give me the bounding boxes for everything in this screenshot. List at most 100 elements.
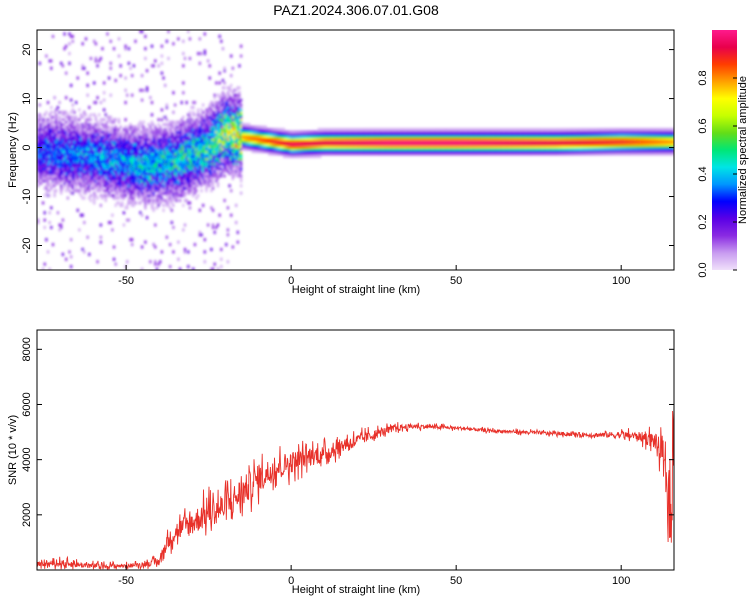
spectrogram-cell <box>230 142 233 146</box>
spectrogram-cell <box>193 101 197 105</box>
spectrogram-cell <box>159 181 162 185</box>
spectrogram-cell <box>38 130 41 134</box>
spectrogram-cell <box>84 176 88 180</box>
spectrogram-cell <box>137 159 140 163</box>
spectrogram-cell <box>114 127 117 132</box>
spectrogram-cell <box>266 147 269 151</box>
spectrogram-cell <box>299 145 302 149</box>
spectrogram-cell <box>134 150 137 154</box>
spectrogram-cell <box>233 157 236 161</box>
spectrogram-cell <box>103 108 106 112</box>
spectrogram-cell <box>190 164 193 168</box>
spectrogram-cell <box>88 105 91 109</box>
spectrogram-cell <box>63 135 66 139</box>
spectrogram-cell <box>78 108 81 112</box>
spectrogram-cell <box>145 186 149 190</box>
spectrogram-cell <box>218 145 221 149</box>
spectrogram-cell <box>223 115 226 119</box>
spectrogram-cell <box>183 150 187 154</box>
spectrogram-cell <box>190 159 193 163</box>
spectrogram-cell <box>132 181 135 185</box>
spectrogram-cell <box>139 152 142 156</box>
spectrogram-cell <box>329 152 332 156</box>
spectrogram-cell <box>111 145 114 149</box>
spectrogram-cell <box>314 135 317 139</box>
spectrogram-cell <box>106 120 109 124</box>
spectrogram-cell <box>70 147 73 151</box>
spectrogram-cell <box>157 198 160 203</box>
spectrogram-cell <box>202 127 205 132</box>
spectrogram-cell <box>218 164 221 168</box>
spectrogram-cell <box>96 140 99 144</box>
spectrogram-cell <box>296 145 299 149</box>
spectrogram-cell <box>215 140 218 144</box>
spectrogram-cell <box>315 152 319 156</box>
spectrogram-cell <box>197 176 200 180</box>
spectrogram-cell <box>53 194 56 198</box>
spectrogram-cell <box>41 267 45 270</box>
spectrogram-cell <box>56 132 60 136</box>
spectrogram-cell <box>173 127 177 132</box>
spectrogram-cell <box>76 174 79 178</box>
spectrogram-cell <box>79 130 83 134</box>
spectrogram-cell <box>99 181 102 185</box>
spectrogram-cell <box>37 135 40 139</box>
spectrogram-cell <box>167 154 170 158</box>
spectrogram-cell <box>96 120 99 124</box>
spectrogram-cell <box>169 196 172 200</box>
spectrogram-cell <box>225 157 228 161</box>
spectrogram-cell <box>131 140 134 144</box>
spectrogram-cell <box>205 140 208 144</box>
spectrogram-cell <box>134 135 137 139</box>
spectrogram-cell <box>98 167 101 171</box>
spectrogram-cell <box>150 159 154 163</box>
spectrogram-cell <box>101 169 104 173</box>
spectrogram-cell <box>173 152 177 156</box>
spectrogram-cell <box>43 125 46 129</box>
spectrogram-cell <box>228 96 231 100</box>
spectrogram-cell <box>117 120 121 124</box>
spectrogram-cell <box>84 113 88 117</box>
spectrogram-cell <box>268 150 271 154</box>
spectrogram-cell <box>185 159 188 163</box>
spectrogram-cell <box>155 172 159 176</box>
spectrogram-cell <box>84 147 88 151</box>
spectrogram-cell <box>114 191 117 195</box>
spectrogram-cell <box>294 150 297 154</box>
spectrogram-cell <box>89 194 93 198</box>
spectrogram-cell <box>269 130 272 134</box>
spectrogram-cell <box>338 142 342 146</box>
spectrogram-cell <box>206 181 210 185</box>
spectrogram-cell <box>155 162 159 166</box>
spectrogram-cell <box>221 152 225 156</box>
spectrogram-cell <box>160 164 164 168</box>
spectrogram-cell <box>155 130 159 134</box>
spectrogram-cell <box>63 118 66 122</box>
spectrogram-cell <box>145 216 149 220</box>
spectrogram-cell <box>213 113 216 117</box>
spectrogram-cell <box>116 164 119 168</box>
spectrogram-cell <box>208 105 211 109</box>
spectrogram-cell <box>81 162 84 166</box>
spectrogram-cell <box>93 140 96 144</box>
spectrogram-cell <box>210 176 213 180</box>
spectrogram-cell <box>228 86 231 90</box>
spectrogram-cell <box>167 176 170 180</box>
spectrogram-cell <box>264 142 267 146</box>
spectrogram-cell <box>160 196 164 200</box>
spectrogram-cell <box>58 127 61 132</box>
spectrogram-cell <box>177 140 180 144</box>
spectrogram-cell <box>56 179 60 183</box>
spectrogram-cell <box>111 179 114 183</box>
spectrogram-cell <box>107 176 111 180</box>
spectrogram-cell <box>71 167 74 171</box>
spectrogram-cell <box>190 147 193 151</box>
spectrogram-cell <box>119 191 122 195</box>
spectrogram-cell <box>68 169 71 173</box>
spectrogram-cell <box>327 142 330 146</box>
spectrogram-cell <box>149 127 152 132</box>
spectrogram-cell <box>37 127 40 132</box>
spectrogram-cell <box>140 74 144 78</box>
spectrogram-cell <box>362 137 365 141</box>
spectrogram-cell <box>202 140 205 144</box>
